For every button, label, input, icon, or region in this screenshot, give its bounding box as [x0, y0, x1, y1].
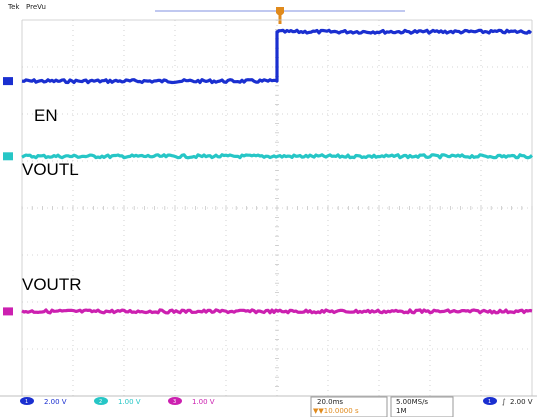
bottom-readout: 1 2.00 V 2 1.00 V 3 1.00 V 20.0ms ▼▼10.0…: [0, 395, 537, 417]
svg-text:3: 3: [173, 399, 176, 405]
ch2-scale: 1.00 V: [118, 398, 141, 406]
ch3-scale-readout: 3 1.00 V: [168, 397, 215, 406]
timebase-readout: 20.0ms ▼▼10.0000 s: [310, 396, 388, 417]
trace-voutr: [21, 308, 533, 315]
ch1-badge: [20, 397, 34, 405]
acquisition-mode: PreVu: [26, 3, 46, 11]
timebase: 20.0ms: [317, 398, 343, 406]
ch3-badge: [168, 397, 182, 405]
ch2-ground-marker: [3, 152, 13, 161]
ch1-scale-readout: 1 2.00 V: [20, 397, 67, 406]
acquisition-readout: 5.00MS/s 1M: [390, 396, 454, 417]
sample-rate: 5.00MS/s: [396, 398, 428, 406]
series-label-en: EN: [34, 106, 58, 125]
brand-label: Tek: [7, 3, 20, 11]
trigger-readout: 1 ∫ 2.00 V: [483, 397, 533, 406]
ch1-ground-marker: [3, 77, 13, 86]
svg-text:1: 1: [25, 399, 28, 405]
series-label-voutl: VOUTL: [22, 160, 79, 179]
trigger-channel-badge: [483, 397, 497, 405]
top-bar: Tek PreVu: [7, 3, 405, 12]
traces: [21, 28, 534, 315]
trigger-position-marker: [276, 7, 284, 24]
svg-text:1: 1: [488, 399, 491, 405]
svg-text:2: 2: [99, 399, 102, 405]
trigger-position-readout: ▼▼10.0000 s: [313, 407, 359, 415]
trace-en: [21, 28, 533, 85]
ch3-scale: 1.00 V: [192, 398, 215, 406]
plot-area: [21, 19, 534, 397]
series-label-voutr: VOUTR: [22, 275, 82, 294]
ch3-ground-marker: [3, 307, 13, 316]
ch2-scale-readout: 2 1.00 V: [94, 397, 141, 406]
ch2-badge: [94, 397, 108, 405]
trigger-slope-icon: ∫: [502, 398, 506, 406]
trace-voutl: [21, 153, 534, 160]
ch1-scale: 2.00 V: [44, 398, 67, 406]
trigger-level: 2.00 V: [510, 398, 533, 406]
record-length: 1M: [396, 407, 407, 415]
